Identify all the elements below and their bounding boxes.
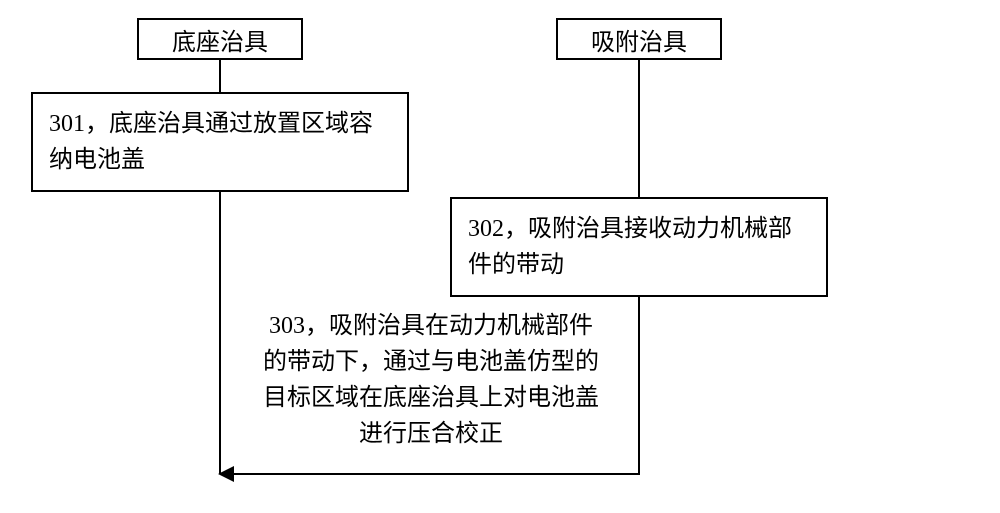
- arrow-303: [230, 473, 640, 475]
- header-right-label: 吸附治具: [591, 22, 687, 57]
- step-303-text: 303，吸附治具在动力机械部件的带动下，通过与电池盖仿型的目标区域在底座治具上对…: [258, 308, 604, 452]
- header-left-label: 底座治具: [172, 22, 268, 57]
- step-302-text: 302，吸附治具接收动力机械部件的带动: [468, 216, 792, 278]
- step-301-text: 301，底座治具通过放置区域容纳电池盖: [49, 111, 373, 173]
- header-right: 吸附治具: [556, 18, 722, 60]
- arrow-303-head: [218, 466, 234, 482]
- step-301-box: 301，底座治具通过放置区域容纳电池盖: [31, 92, 409, 192]
- step-302-box: 302，吸附治具接收动力机械部件的带动: [450, 197, 828, 297]
- header-left: 底座治具: [137, 18, 303, 60]
